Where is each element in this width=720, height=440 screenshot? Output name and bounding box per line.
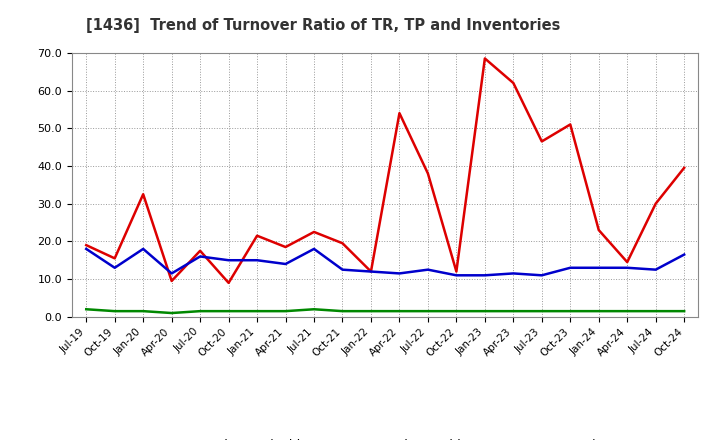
Trade Payables <box>366 269 375 274</box>
Text: [1436]  Trend of Turnover Ratio of TR, TP and Inventories: [1436] Trend of Turnover Ratio of TR, TP… <box>86 18 561 33</box>
Trade Payables <box>623 265 631 271</box>
Inventories <box>652 308 660 314</box>
Inventories <box>680 308 688 314</box>
Inventories <box>509 308 518 314</box>
Trade Payables <box>196 254 204 259</box>
Trade Payables <box>225 257 233 263</box>
Inventories <box>167 310 176 315</box>
Trade Payables <box>310 246 318 252</box>
Inventories <box>566 308 575 314</box>
Trade Payables <box>139 246 148 252</box>
Trade Payables <box>566 265 575 271</box>
Legend: Trade Receivables, Trade Payables, Inventories: Trade Receivables, Trade Payables, Inven… <box>155 434 616 440</box>
Trade Receivables <box>652 201 660 206</box>
Trade Payables <box>452 273 461 278</box>
Inventories <box>139 308 148 314</box>
Trade Payables <box>509 271 518 276</box>
Inventories <box>82 307 91 312</box>
Trade Receivables <box>139 191 148 197</box>
Line: Inventories: Inventories <box>86 309 684 313</box>
Inventories <box>196 308 204 314</box>
Trade Payables <box>423 267 432 272</box>
Inventories <box>537 308 546 314</box>
Trade Receivables <box>595 227 603 233</box>
Trade Payables <box>167 271 176 276</box>
Inventories <box>366 308 375 314</box>
Inventories <box>253 308 261 314</box>
Inventories <box>452 308 461 314</box>
Trade Payables <box>537 273 546 278</box>
Trade Receivables <box>395 110 404 116</box>
Trade Receivables <box>225 280 233 286</box>
Trade Receivables <box>167 279 176 284</box>
Inventories <box>595 308 603 314</box>
Trade Receivables <box>566 122 575 127</box>
Inventories <box>423 308 432 314</box>
Trade Receivables <box>537 139 546 144</box>
Trade Receivables <box>509 81 518 86</box>
Inventories <box>338 308 347 314</box>
Inventories <box>310 307 318 312</box>
Trade Receivables <box>680 165 688 170</box>
Trade Payables <box>110 265 119 271</box>
Inventories <box>395 308 404 314</box>
Trade Receivables <box>366 269 375 274</box>
Trade Receivables <box>253 233 261 238</box>
Trade Payables <box>253 257 261 263</box>
Trade Receivables <box>452 269 461 274</box>
Inventories <box>480 308 489 314</box>
Trade Receivables <box>310 229 318 235</box>
Trade Receivables <box>196 248 204 253</box>
Trade Receivables <box>423 171 432 176</box>
Inventories <box>282 308 290 314</box>
Inventories <box>110 308 119 314</box>
Trade Receivables <box>282 244 290 249</box>
Trade Receivables <box>110 256 119 261</box>
Inventories <box>225 308 233 314</box>
Line: Trade Receivables: Trade Receivables <box>86 59 684 283</box>
Trade Payables <box>82 246 91 252</box>
Trade Payables <box>282 261 290 267</box>
Trade Payables <box>338 267 347 272</box>
Line: Trade Payables: Trade Payables <box>86 249 684 275</box>
Trade Receivables <box>338 241 347 246</box>
Trade Payables <box>652 267 660 272</box>
Trade Receivables <box>480 56 489 61</box>
Trade Payables <box>595 265 603 271</box>
Trade Receivables <box>82 242 91 248</box>
Inventories <box>623 308 631 314</box>
Trade Payables <box>395 271 404 276</box>
Trade Payables <box>480 273 489 278</box>
Trade Payables <box>680 252 688 257</box>
Trade Receivables <box>623 260 631 265</box>
